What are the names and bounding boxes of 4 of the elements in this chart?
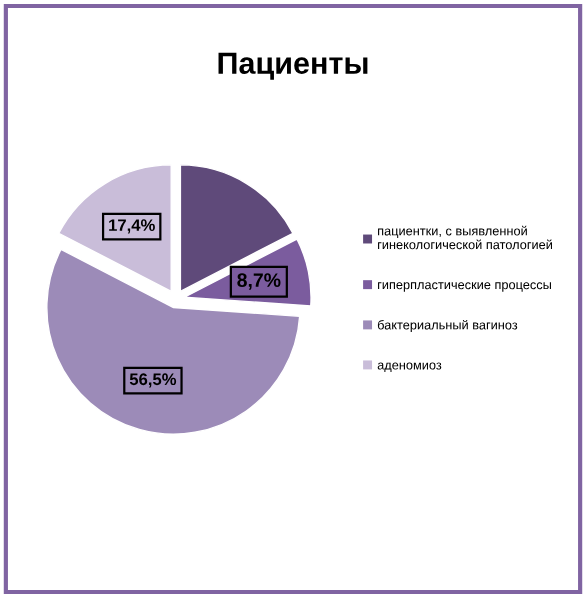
chart-title: Пациенты xyxy=(218,52,368,80)
data-label: 56,5% xyxy=(129,373,177,388)
data-label: 8,7% xyxy=(237,273,281,290)
data-label: 17,4% xyxy=(109,219,155,234)
